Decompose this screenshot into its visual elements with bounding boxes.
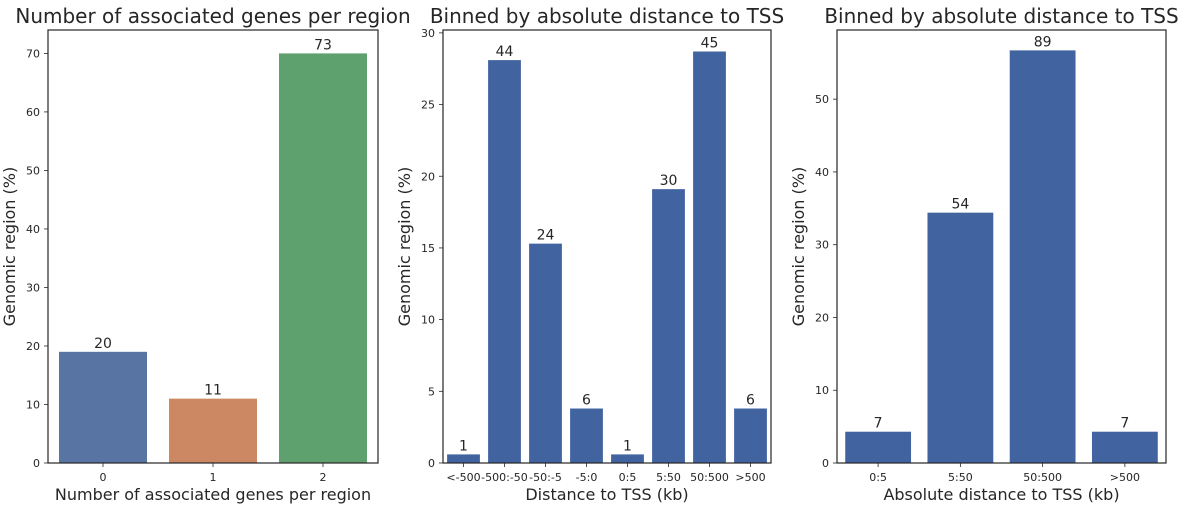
chart-1-axes-frame — [47, 29, 379, 464]
chart-2-y-axis-label: Genomic region (%) — [395, 167, 414, 326]
chart-3-y-axis-label: Genomic region (%) — [789, 167, 808, 326]
chart-1-x-tick-label: 0 — [100, 471, 107, 484]
chart-2-bar-label: 24 — [537, 228, 555, 244]
chart-2-title: Binned by absolute distance to TSS — [430, 4, 784, 28]
chart-3-y-tick-label: 50 — [815, 93, 829, 106]
chart-3-bar-label: 7 — [874, 416, 883, 432]
chart-1-x-tick-label: 1 — [210, 471, 217, 484]
chart-3-bar-label: 89 — [1034, 34, 1052, 50]
chart-3-bar-50:500 — [1009, 50, 1076, 463]
chart-2-bar-label: 1 — [459, 438, 468, 454]
chart-3-y-tick-label: 20 — [815, 311, 829, 324]
chart-2-bar--500:-50 — [488, 60, 521, 464]
chart-2-x-tick-label: >500 — [735, 471, 765, 484]
chart-1-bar-label: 73 — [314, 37, 332, 53]
chart-3-y-tick-label: 10 — [815, 384, 829, 397]
chart-2-bar-50:500 — [693, 51, 726, 463]
chart-2-bar->500 — [734, 408, 767, 463]
chart-2-y-tick-label: 15 — [421, 242, 435, 255]
chart-2-x-tick-label: 50:500 — [690, 471, 729, 484]
chart-1-y-tick-label: 50 — [26, 164, 40, 177]
chart-2-axes-frame — [442, 29, 772, 464]
chart-1-x-tick-label: 2 — [320, 471, 327, 484]
chart-3-x-axis-label: Absolute distance to TSS (kb) — [883, 485, 1119, 504]
chart-1-y-tick-label: 30 — [26, 281, 40, 294]
chart-3-bar-label: 54 — [951, 197, 969, 213]
chart-1-y-tick-label: 10 — [26, 398, 40, 411]
chart-1-bar-0 — [59, 351, 147, 463]
chart-2-x-tick-label: -50:-5 — [529, 471, 562, 484]
chart-2-x-tick-label: -5:0 — [576, 471, 598, 484]
chart-2-y-tick-label: 20 — [421, 170, 435, 183]
chart-2-bar-label: 6 — [582, 393, 591, 409]
chart-1-y-tick-label: 40 — [26, 223, 40, 236]
chart-3-bar-0:5 — [845, 431, 912, 463]
chart-1-bar-label: 20 — [94, 336, 112, 352]
chart-3-title: Binned by absolute distance to TSS — [824, 4, 1178, 28]
chart-1-bar-2 — [279, 53, 367, 463]
chart-1-y-tick-label: 20 — [26, 340, 40, 353]
chart-3-x-tick-label: 0:5 — [869, 471, 887, 484]
chart-2-x-axis-label: Distance to TSS (kb) — [525, 485, 688, 504]
chart-3-bar-5:50 — [927, 212, 994, 463]
chart-2-bar-label: 45 — [701, 36, 719, 52]
chart-2-y-tick-label: 30 — [421, 27, 435, 40]
chart-3-bar->500 — [1091, 431, 1158, 463]
chart-3-y-tick-label: 30 — [815, 239, 829, 252]
chart-3-x-tick-label: >500 — [1110, 471, 1140, 484]
chart-2-bar-5:50 — [652, 189, 685, 463]
chart-3-bar-label: 7 — [1120, 416, 1129, 432]
chart-2-bar-0:5 — [611, 454, 644, 463]
chart-2-bar--50:-5 — [529, 243, 562, 463]
chart-2-bar--5:0 — [570, 408, 603, 463]
chart-1-bar-1 — [169, 398, 257, 463]
chart-2-y-tick-label: 10 — [421, 314, 435, 327]
chart-2-y-tick-label: 25 — [421, 99, 435, 112]
chart-1-y-tick-label: 60 — [26, 106, 40, 119]
chart-1-y-tick-label: 70 — [26, 47, 40, 60]
chart-1-x-axis-label: Number of associated genes per region — [55, 485, 371, 504]
chart-2-x-tick-label: -500:-50 — [481, 471, 528, 484]
chart-2-x-tick-label: 0:5 — [619, 471, 637, 484]
chart-1-bar-label: 11 — [204, 383, 222, 399]
chart-2-bar-label: 30 — [660, 173, 678, 189]
chart-1-title: Number of associated genes per region — [15, 4, 410, 28]
chart-3-x-tick-label: 5:50 — [948, 471, 973, 484]
chart-2-x-tick-label: 5:50 — [656, 471, 681, 484]
chart-2-bar-label: 1 — [623, 438, 632, 454]
chart-3-y-tick-label: 0 — [822, 457, 829, 470]
chart-3-y-tick-label: 40 — [815, 166, 829, 179]
chart-3-axes-frame — [836, 29, 1167, 464]
chart-2-y-tick-label: 0 — [428, 457, 435, 470]
chart-2-bar-label: 6 — [746, 393, 755, 409]
chart-1-y-axis-label: Genomic region (%) — [0, 167, 19, 326]
chart-2-y-tick-label: 5 — [428, 385, 435, 398]
chart-2-bar-<-500 — [447, 454, 480, 463]
chart-2-bar-label: 44 — [496, 44, 514, 60]
chart-1-y-tick-label: 0 — [33, 457, 40, 470]
chart-3-x-tick-label: 50:500 — [1023, 471, 1062, 484]
chart-2-x-tick-label: <-500 — [446, 471, 480, 484]
